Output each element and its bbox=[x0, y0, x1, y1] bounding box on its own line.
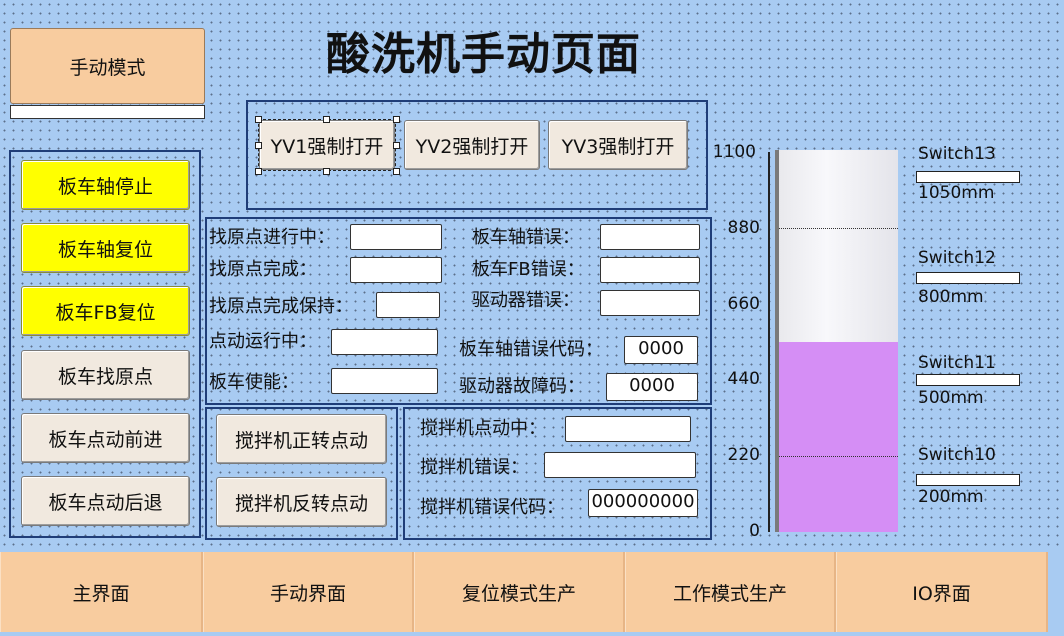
selection-handle[interactable] bbox=[323, 168, 330, 175]
axis-stop-button[interactable]: 板车轴停止 bbox=[21, 160, 190, 210]
switch-position: 500mm bbox=[918, 388, 984, 408]
gauge-tick-label: 1100 bbox=[712, 142, 756, 162]
jog-backward-button[interactable]: 板车点动后退 bbox=[21, 476, 190, 526]
mixer-jog-reverse-button[interactable]: 搅拌机反转点动 bbox=[216, 477, 387, 527]
switch-name: Switch10 bbox=[918, 445, 996, 465]
mixer-error-code-field: 000000000 bbox=[588, 489, 698, 517]
status-label: 板车FB错误： bbox=[472, 259, 585, 280]
gauge-tick-label: 0 bbox=[749, 521, 760, 541]
page-title: 酸洗机手动页面 bbox=[326, 29, 641, 80]
selection-handle[interactable] bbox=[255, 116, 262, 123]
switch-indicator bbox=[916, 474, 1020, 486]
status-label: 搅拌机错误： bbox=[420, 457, 528, 478]
switch-indicator bbox=[916, 272, 1020, 284]
status-label: 点动运行中： bbox=[209, 331, 317, 352]
nav-tab-main[interactable]: 主界面 bbox=[0, 552, 203, 632]
gauge-marker-line bbox=[779, 228, 898, 229]
status-label: 找原点完成保持： bbox=[209, 296, 353, 317]
status-field bbox=[350, 224, 442, 250]
status-label: 找原点完成： bbox=[209, 259, 317, 280]
mode-indicator-bar bbox=[10, 105, 205, 119]
selection-box bbox=[258, 119, 396, 171]
switch-name: Switch13 bbox=[918, 144, 996, 164]
axis-error-code-field: 0000 bbox=[624, 336, 698, 364]
mixer-status-panel bbox=[403, 407, 712, 540]
yv1-force-open-button[interactable]: YV1强制打开 bbox=[259, 120, 395, 170]
find-origin-button[interactable]: 板车找原点 bbox=[21, 350, 190, 400]
selection-handle[interactable] bbox=[393, 168, 400, 175]
status-label: 搅拌机点动中： bbox=[420, 418, 546, 439]
axis-status-panel bbox=[205, 217, 712, 405]
gauge-level-fill bbox=[779, 342, 898, 532]
nav-tab-reset-mode[interactable]: 复位模式生产 bbox=[414, 552, 625, 632]
status-label: 板车轴错误： bbox=[472, 227, 580, 248]
nav-tab-work-mode[interactable]: 工作模式生产 bbox=[625, 552, 836, 632]
switch-indicator bbox=[916, 171, 1020, 183]
switch-position: 200mm bbox=[918, 487, 984, 507]
status-label: 搅拌机错误代码： bbox=[420, 497, 564, 518]
gauge-tick-label: 220 bbox=[727, 445, 760, 465]
status-field bbox=[600, 257, 700, 283]
fb-reset-button[interactable]: 板车FB复位 bbox=[21, 286, 190, 336]
selection-handle[interactable] bbox=[323, 116, 330, 123]
selection-handle[interactable] bbox=[255, 168, 262, 175]
status-field bbox=[350, 257, 442, 283]
status-label: 板车轴错误代码： bbox=[459, 339, 603, 360]
switch-name: Switch12 bbox=[918, 248, 996, 268]
left-control-panel bbox=[9, 150, 201, 538]
status-field bbox=[331, 329, 438, 355]
status-label: 板车使能： bbox=[209, 372, 299, 393]
yv2-force-open-button[interactable]: YV2强制打开 bbox=[404, 120, 540, 170]
switch-position: 1050mm bbox=[918, 183, 995, 203]
jog-forward-button[interactable]: 板车点动前进 bbox=[21, 413, 190, 463]
status-field bbox=[600, 290, 700, 316]
gauge-axis-line bbox=[768, 152, 770, 532]
status-field bbox=[376, 292, 440, 318]
yv-panel bbox=[246, 100, 708, 210]
status-label: 驱动器错误： bbox=[472, 290, 580, 311]
gauge-tick-label: 880 bbox=[727, 218, 760, 238]
mixer-jog-forward-button[interactable]: 搅拌机正转点动 bbox=[216, 414, 387, 464]
level-gauge: 1100 880 660 440 220 0 bbox=[700, 140, 900, 541]
switch-indicator bbox=[916, 374, 1020, 386]
status-field bbox=[544, 452, 696, 478]
gauge-tick-label: 440 bbox=[727, 369, 760, 389]
status-label: 找原点进行中： bbox=[209, 227, 335, 248]
gauge-marker-line bbox=[779, 456, 898, 457]
yv3-force-open-button[interactable]: YV3强制打开 bbox=[548, 120, 688, 170]
axis-reset-button[interactable]: 板车轴复位 bbox=[21, 223, 190, 273]
nav-tab-io[interactable]: IO界面 bbox=[836, 552, 1048, 632]
gauge-tick-label: 660 bbox=[727, 294, 760, 314]
status-field bbox=[331, 368, 438, 394]
status-field bbox=[565, 416, 691, 442]
nav-tab-manual[interactable]: 手动界面 bbox=[203, 552, 414, 632]
status-field bbox=[600, 224, 700, 250]
switch-position: 800mm bbox=[918, 287, 984, 307]
selection-handle[interactable] bbox=[393, 142, 400, 149]
driver-fault-code-field: 0000 bbox=[606, 373, 698, 401]
selection-handle[interactable] bbox=[255, 142, 262, 149]
switch-name: Switch11 bbox=[918, 353, 996, 373]
manual-mode-button[interactable]: 手动模式 bbox=[10, 28, 205, 104]
status-label: 驱动器故障码： bbox=[459, 376, 585, 397]
selection-handle[interactable] bbox=[393, 116, 400, 123]
mixer-buttons-panel bbox=[205, 407, 398, 540]
